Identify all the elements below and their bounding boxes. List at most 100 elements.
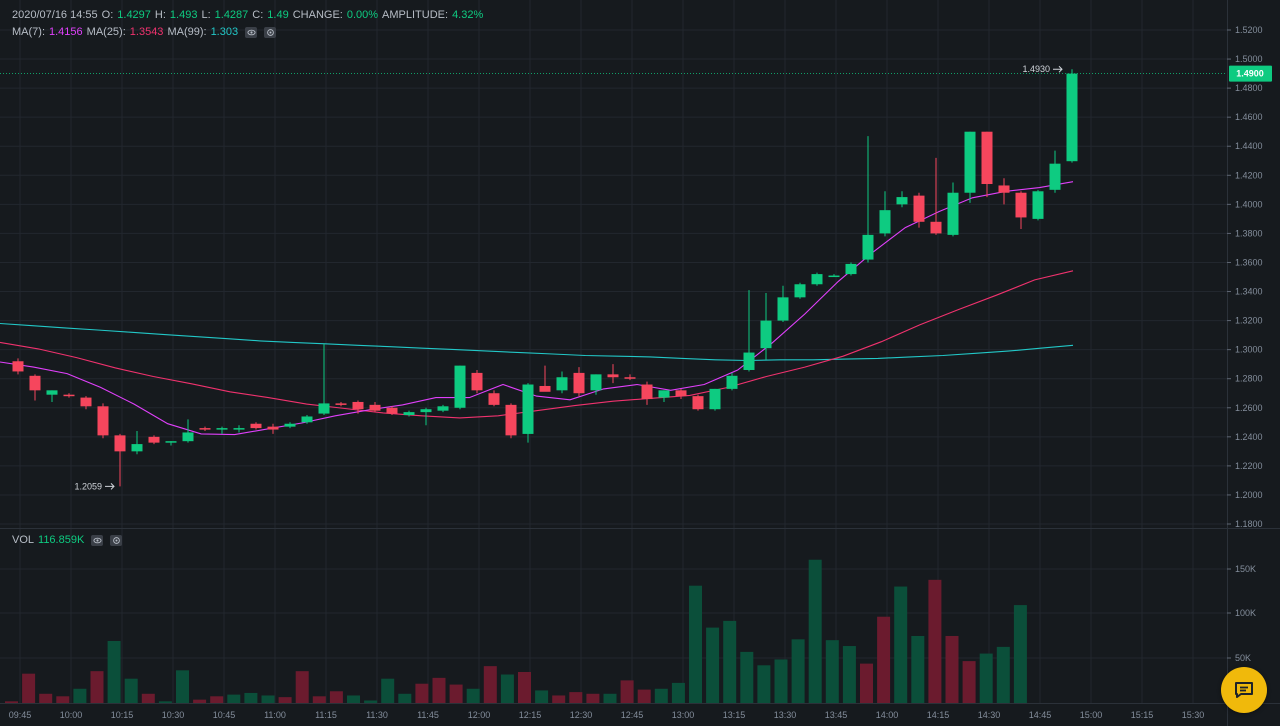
- volume-bar: [842, 646, 856, 703]
- volume-bar: [107, 641, 121, 703]
- time-axis[interactable]: 09:45 10:00 10:15 10:30 10:45 11:00 11:15 11:30…: [9, 710, 1205, 720]
- change-value: 0.00%: [346, 9, 379, 21]
- time-tick-label: 13:30: [774, 710, 797, 720]
- price-markers: 1.4900 1.4930 1.2059: [0, 64, 1272, 491]
- candle-body: [777, 297, 789, 321]
- price-tick-label: 1.4800: [1235, 83, 1263, 93]
- candle-body: [182, 432, 194, 442]
- candle-body: [471, 372, 483, 391]
- candle-body: [437, 406, 449, 411]
- time-tick-label: 10:45: [213, 710, 236, 720]
- time-tick-label: 12:15: [519, 710, 542, 720]
- eye-icon[interactable]: [245, 26, 258, 38]
- volume-bar: [962, 661, 976, 703]
- candle-body: [114, 435, 126, 452]
- current-price-label: 1.4900: [1236, 69, 1264, 79]
- candle-body: [97, 406, 109, 436]
- candle-body: [403, 412, 415, 416]
- ma-legend: MA(7): 1.4156 MA(25): 1.3543 MA(99): 1.3…: [12, 26, 280, 38]
- candle-body: [981, 131, 993, 185]
- volume-bar: [569, 692, 583, 703]
- time-tick-label: 12:30: [570, 710, 593, 720]
- volume-bar: [90, 671, 104, 703]
- low-label: L:: [201, 9, 211, 21]
- arrow-right-icon: [1053, 65, 1063, 73]
- candle-body: [726, 375, 738, 389]
- volume-bar: [415, 683, 429, 703]
- candle-body: [828, 275, 840, 278]
- candle-body: [63, 394, 75, 397]
- price-axis[interactable]: 1.5200 1.5000 1.4800 1.4600 1.4400 1.4200 1.40…: [1227, 25, 1263, 529]
- ma99-label: MA(99):: [167, 26, 207, 38]
- time-tick-label: 14:30: [978, 710, 1001, 720]
- volume-bar: [312, 696, 326, 703]
- open-label: O:: [101, 9, 114, 21]
- candle-body: [556, 377, 568, 391]
- price-tick-label: 1.5200: [1235, 25, 1263, 35]
- candle-body: [318, 403, 330, 414]
- volume-bar: [500, 674, 514, 703]
- time-tick-label: 15:00: [1080, 710, 1103, 720]
- volume-bar: [158, 701, 172, 703]
- settings-icon[interactable]: [264, 26, 277, 38]
- volume-bar: [73, 688, 87, 703]
- settings-icon[interactable]: [110, 534, 123, 546]
- ma7-line: [0, 181, 1074, 436]
- close-value: 1.49: [267, 9, 289, 21]
- candle-body: [658, 390, 670, 398]
- volume-bar: [210, 696, 224, 703]
- time-tick-label: 10:15: [111, 710, 134, 720]
- price-tick-label: 1.3600: [1235, 257, 1263, 267]
- volume-bar: [860, 663, 873, 703]
- volume-bar: [193, 699, 207, 703]
- price-tick-label: 1.3800: [1235, 228, 1263, 238]
- time-tick-label: 11:45: [417, 710, 439, 720]
- candle-body: [845, 263, 857, 275]
- time-tick-label: 13:45: [825, 710, 848, 720]
- candle-body: [80, 397, 92, 407]
- volume-bar: [56, 696, 70, 703]
- open-value: 1.4297: [117, 9, 151, 21]
- candle-body: [46, 390, 58, 395]
- volume-bar: [706, 627, 720, 703]
- price-tick-label: 1.3000: [1235, 345, 1263, 355]
- volume-bar: [518, 672, 531, 703]
- time-tick-label: 10:00: [60, 710, 83, 720]
- volume-tick-label: 50K: [1235, 653, 1251, 663]
- candle-body: [12, 361, 24, 372]
- time-tick-label: 14:00: [876, 710, 899, 720]
- price-tick-label: 1.5000: [1235, 54, 1263, 64]
- candle-body: [1066, 73, 1078, 162]
- amplitude-label: AMPLITUDE:: [382, 9, 449, 21]
- price-tick-label: 1.2600: [1235, 403, 1263, 413]
- chat-button[interactable]: [1221, 667, 1267, 713]
- close-label: C:: [252, 9, 264, 21]
- ma99-line: [0, 322, 1074, 362]
- candle-body: [947, 192, 959, 235]
- ma25-label: MA(25):: [86, 26, 126, 38]
- low-value: 1.4287: [214, 9, 249, 21]
- candle-body: [539, 385, 551, 392]
- candle-body: [590, 374, 602, 391]
- candle-body: [913, 195, 925, 222]
- candle-body: [896, 197, 908, 205]
- candle-body: [131, 444, 143, 452]
- time-tick-label: 14:45: [1029, 710, 1052, 720]
- eye-icon[interactable]: [91, 534, 104, 546]
- candle-body: [692, 396, 704, 410]
- price-tick-label: 1.3200: [1235, 316, 1263, 326]
- time-tick-label: 13:00: [672, 710, 695, 720]
- low-marker-label: 1.2059: [74, 481, 102, 491]
- price-tick-label: 1.2800: [1235, 374, 1263, 384]
- volume-bar: [757, 665, 771, 703]
- time-tick-label: 11:30: [366, 710, 388, 720]
- candle-body: [420, 409, 432, 413]
- candle-body: [879, 210, 891, 234]
- volume-bar: [176, 670, 189, 703]
- volume-bar: [586, 693, 600, 703]
- volume-bar: [227, 694, 241, 703]
- volume-bar: [466, 688, 480, 703]
- volume-axis[interactable]: 150K 100K 50K: [1227, 564, 1256, 663]
